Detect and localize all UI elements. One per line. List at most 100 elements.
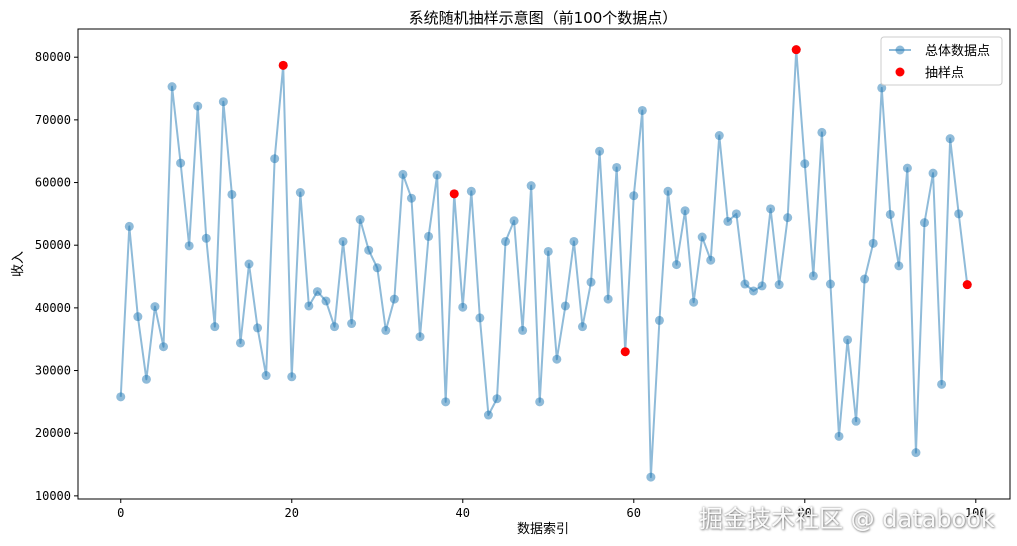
data-point-total (184, 241, 194, 251)
data-point-total (372, 263, 382, 273)
data-point-total (389, 294, 399, 304)
data-point-total (458, 302, 468, 312)
data-point-total (919, 218, 929, 228)
data-point-total (945, 134, 955, 144)
data-point-total (697, 232, 707, 242)
data-point-total (244, 259, 254, 269)
data-point-total (569, 236, 579, 246)
data-point-total (492, 394, 502, 404)
x-axis-label: 数据索引 (517, 522, 569, 537)
data-point-total (518, 325, 528, 335)
data-point-total (535, 397, 545, 407)
series-sample-points (278, 45, 972, 357)
data-point-sample (278, 60, 288, 70)
data-point-total (150, 302, 160, 312)
data-point-total (330, 322, 340, 332)
data-point-total (227, 189, 237, 199)
data-point-total (902, 163, 912, 173)
legend-marker-total (895, 45, 905, 55)
data-point-total (586, 277, 596, 287)
data-point-total (270, 154, 280, 164)
legend-marker-sample (895, 67, 905, 77)
chart-title: 系统随机抽样示意图（前100个数据点） (409, 9, 678, 27)
data-point-total (543, 246, 553, 256)
x-tick-label: 100 (965, 506, 987, 520)
data-point-total (603, 294, 613, 304)
data-point-total (740, 279, 750, 289)
x-tick-label: 0 (117, 506, 124, 520)
data-point-total (646, 472, 656, 482)
data-point-sample (620, 347, 630, 357)
data-point-total (834, 431, 844, 441)
data-point-total (928, 168, 938, 178)
data-point-total (261, 371, 271, 381)
data-point-total (894, 261, 904, 271)
data-point-total (800, 159, 810, 169)
data-point-total (483, 410, 493, 420)
x-tick-label: 60 (627, 506, 641, 520)
y-tick-label: 70000 (35, 113, 71, 127)
data-point-total (441, 397, 451, 407)
data-point-total (193, 101, 203, 111)
watermark: 掘金技术社区 @ databook (699, 505, 995, 533)
legend: 总体数据点 抽样点 (880, 36, 1003, 86)
data-point-total (868, 238, 878, 248)
y-tick-label: 60000 (35, 176, 71, 190)
data-point-total (501, 236, 511, 246)
y-tick-label: 40000 (35, 301, 71, 315)
data-point-total (817, 127, 827, 137)
data-point-total (116, 392, 126, 402)
data-point-total (253, 323, 263, 333)
data-point-total (680, 206, 690, 216)
data-point-total (355, 215, 365, 225)
legend-box (880, 36, 1003, 86)
data-point-total (808, 271, 818, 281)
data-point-sample (962, 280, 972, 290)
data-point-total (347, 319, 357, 329)
data-point-total (911, 448, 921, 458)
data-point-total (364, 245, 374, 255)
data-point-total (748, 286, 758, 296)
y-tick-label: 20000 (35, 426, 71, 440)
y-axis-label: 收入 (11, 251, 26, 277)
data-point-total (475, 313, 485, 323)
data-point-total (860, 274, 870, 284)
data-point-total (406, 193, 416, 203)
data-point-total (218, 97, 228, 107)
data-point-total (201, 233, 211, 243)
data-point-total (766, 204, 776, 214)
plot-area (77, 28, 1011, 500)
data-point-total (757, 281, 767, 291)
data-point-sample (791, 45, 801, 55)
data-point-total (629, 191, 639, 201)
data-point-total (210, 322, 220, 332)
data-point-total (415, 332, 425, 342)
data-point-total (381, 325, 391, 335)
data-point-total (723, 216, 733, 226)
data-point-total (398, 169, 408, 179)
data-point-total (654, 315, 664, 325)
x-tick-label: 40 (456, 506, 470, 520)
data-point-total (612, 162, 622, 172)
data-point-total (954, 209, 964, 219)
x-axis: 0 20 40 60 80 100 (117, 499, 987, 520)
data-point-total (159, 342, 169, 352)
data-point-total (877, 83, 887, 93)
data-point-total (304, 301, 314, 311)
data-point-total (176, 158, 186, 168)
data-point-total (235, 338, 245, 348)
data-point-total (843, 335, 853, 345)
data-point-total (552, 354, 562, 364)
data-point-total (595, 146, 605, 156)
y-tick-label: 10000 (35, 489, 71, 503)
y-tick-label: 80000 (35, 50, 71, 64)
data-point-total (338, 236, 348, 246)
data-point-total (937, 379, 947, 389)
data-point-total (577, 322, 587, 332)
data-point-total (714, 131, 724, 141)
data-point-total (851, 416, 861, 426)
series-total-population (116, 45, 972, 482)
data-point-total (432, 170, 442, 180)
data-point-total (560, 301, 570, 311)
